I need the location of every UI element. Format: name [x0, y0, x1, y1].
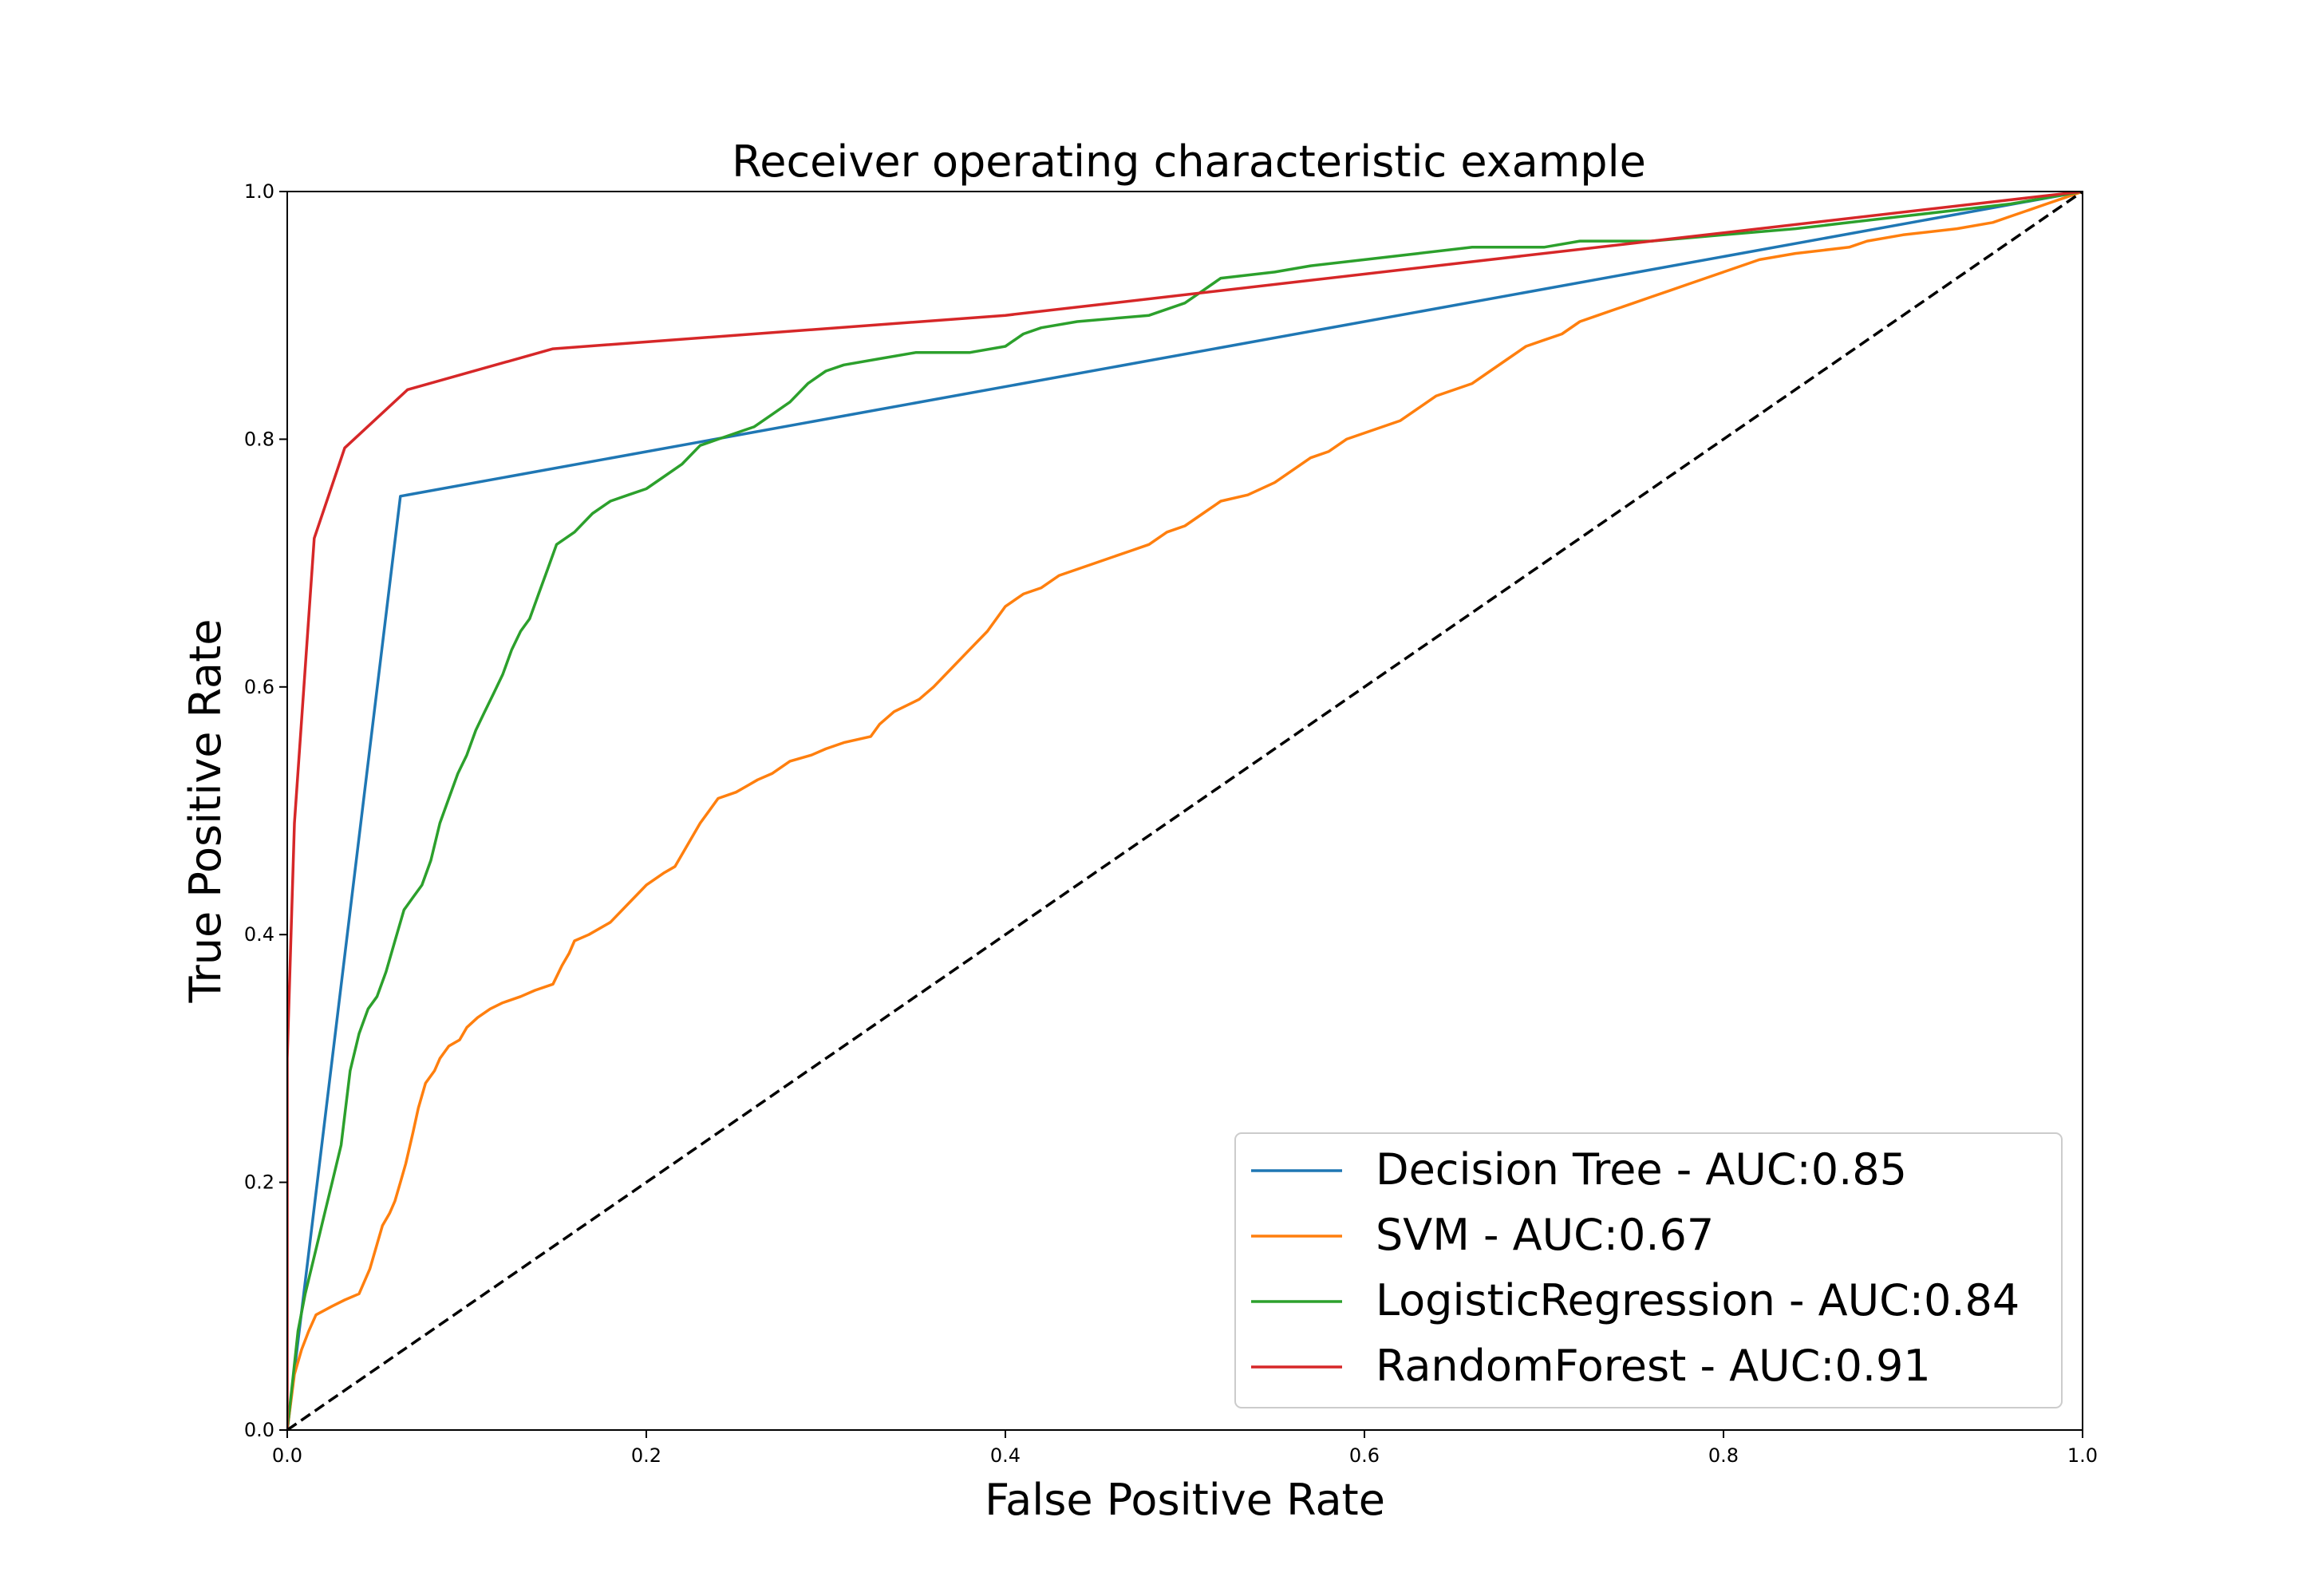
chart-title: Receiver operating characteristic exampl…	[732, 136, 1646, 187]
x-tick-label: 0.6	[1349, 1444, 1380, 1467]
legend-label: LogisticRegression - AUC:0.84	[1376, 1275, 2020, 1325]
x-tick-label: 0.8	[1708, 1444, 1739, 1467]
x-tick-label: 0.4	[990, 1444, 1021, 1467]
y-axis-label: True Positive Rate	[180, 618, 231, 1003]
legend-label: Decision Tree - AUC:0.85	[1376, 1144, 1907, 1195]
series-line-randomforest	[287, 192, 2083, 1430]
legend-label: SVM - AUC:0.67	[1376, 1210, 1714, 1260]
y-axis-ticks: 0.0 0.2 0.4 0.6 0.8 1.0	[244, 180, 287, 1441]
y-tick-label: 0.4	[244, 923, 274, 946]
y-tick-label: 0.0	[244, 1419, 274, 1441]
y-tick-label: 1.0	[244, 180, 274, 203]
legend-entries: Decision Tree - AUC:0.85 SVM - AUC:0.67 Lo…	[1251, 1144, 2020, 1391]
series-line-svm	[287, 192, 2083, 1430]
legend: Decision Tree - AUC:0.85 SVM - AUC:0.67 Lo…	[1234, 1132, 2063, 1408]
plot-frame	[286, 191, 2083, 1431]
series-line-logisticregression	[287, 192, 2083, 1430]
y-tick-label: 0.2	[244, 1171, 274, 1194]
legend-box	[1234, 1132, 2063, 1408]
plot-area	[286, 191, 2083, 1431]
x-tick-label: 1.0	[2067, 1444, 2098, 1467]
reference-diagonal-line	[287, 192, 2083, 1430]
y-tick-label: 0.8	[244, 428, 274, 450]
y-tick-label: 0.6	[244, 676, 274, 698]
x-axis-ticks: 0.0 0.2 0.4 0.6 0.8 1.0	[272, 1430, 2098, 1467]
x-tick-label: 0.2	[631, 1444, 661, 1467]
x-axis-label: False Positive Rate	[985, 1475, 1385, 1525]
x-tick-label: 0.0	[272, 1444, 302, 1467]
series-layer	[287, 192, 2083, 1430]
legend-label: RandomForest - AUC:0.91	[1376, 1341, 1931, 1391]
series-line-decision	[287, 192, 2083, 1430]
